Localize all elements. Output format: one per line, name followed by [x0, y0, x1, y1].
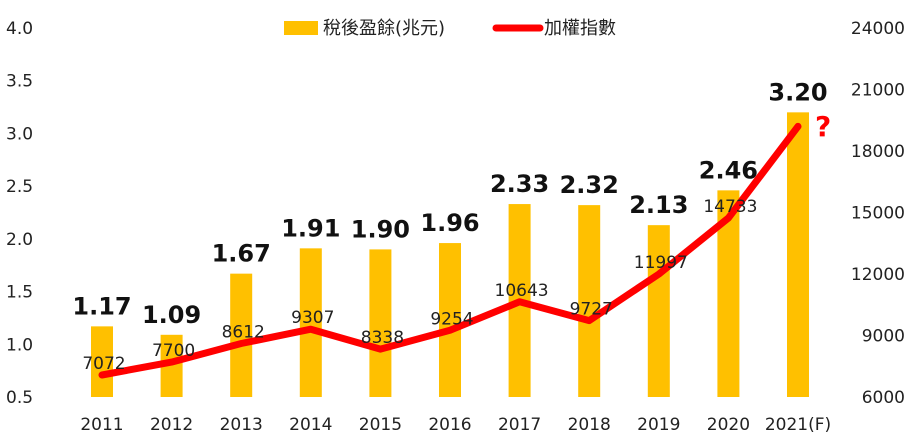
- line-value-labels: 7072 7700 8612 9307 8338 9254 10643 9727 11997 14…: [82, 197, 757, 374]
- index-value-label: 9727: [570, 300, 613, 320]
- index-point: [726, 215, 731, 220]
- bar-value-label: 2.32: [560, 171, 619, 199]
- x-tick-label: 2021(F): [765, 415, 831, 435]
- index-value-label: 8338: [361, 328, 404, 348]
- left-tick-label: 2.5: [6, 177, 33, 197]
- bar: [717, 190, 740, 397]
- bar-value-label: 2.13: [629, 191, 688, 219]
- bar: [299, 248, 322, 397]
- left-tick-label: 1.0: [6, 335, 33, 355]
- index-point: [100, 373, 104, 378]
- left-tick-label: 4.0: [6, 19, 33, 39]
- index-point: [448, 328, 452, 333]
- right-tick-label: 18000: [851, 142, 905, 162]
- bar-value-label: 1.67: [212, 240, 271, 268]
- bar-value-label: 3.20: [768, 78, 827, 106]
- bar-value-label: 2.33: [490, 170, 549, 198]
- index-point: [308, 327, 313, 332]
- bar: [369, 249, 392, 397]
- index-value-label: 14733: [703, 197, 757, 217]
- right-axis: 6000 9000 12000 15000 18000 21000 24000: [851, 19, 905, 408]
- x-tick-label: 2016: [428, 415, 471, 435]
- bar-value-label: 1.09: [142, 301, 201, 329]
- bar: [91, 326, 113, 397]
- line-series: [98, 122, 802, 379]
- bar: [160, 334, 183, 397]
- x-tick-label: 2017: [498, 415, 541, 435]
- index-value-label: 8612: [222, 322, 265, 342]
- left-tick-label: 3.5: [6, 72, 33, 92]
- legend-bar-swatch: [284, 21, 318, 35]
- index-value-label: 9254: [430, 309, 473, 329]
- bar-value-label: 2.46: [699, 156, 758, 184]
- index-value-label: 10643: [495, 281, 549, 301]
- right-tick-label: 12000: [851, 265, 905, 285]
- bar: [578, 205, 601, 397]
- bar: [439, 243, 461, 397]
- bar-value-label: 1.90: [351, 215, 410, 243]
- right-tick-label: 6000: [862, 388, 905, 408]
- x-tick-label: 2013: [220, 415, 263, 435]
- legend: 稅後盈餘(兆元) 加權指數: [284, 18, 616, 39]
- index-point: [587, 318, 592, 323]
- index-point: [239, 341, 244, 346]
- left-tick-label: 3.0: [6, 124, 33, 144]
- bar-value-label: 1.91: [281, 214, 340, 242]
- x-tick-label: 2019: [637, 415, 680, 435]
- bar-value-label: 1.17: [72, 292, 131, 320]
- x-tick-label: 2018: [568, 415, 611, 435]
- legend-bar-label: 稅後盈餘(兆元): [323, 18, 445, 39]
- right-tick-label: 15000: [851, 204, 905, 224]
- annotation-question-mark: ?: [815, 110, 831, 143]
- legend-line-label: 加權指數: [544, 18, 616, 39]
- bar: [787, 112, 809, 397]
- index-point: [517, 299, 522, 304]
- right-tick-label: 9000: [862, 327, 905, 347]
- index-value-label: 7700: [152, 341, 195, 361]
- bar: [647, 225, 670, 397]
- x-axis: 2011 2012 2013 2014 2015 2016 2017 2018 2019 2020…: [80, 415, 831, 435]
- bar-value-label: 1.96: [420, 209, 479, 237]
- index-value-label: 11997: [634, 253, 688, 273]
- x-tick-label: 2015: [359, 415, 402, 435]
- index-point: [656, 272, 661, 277]
- left-tick-label: 1.5: [6, 283, 33, 303]
- left-axis: 0.5 1.0 1.5 2.0 2.5 3.0 3.5 4.0: [6, 19, 33, 408]
- left-tick-label: 2.0: [6, 230, 33, 250]
- bar: [230, 273, 253, 397]
- right-tick-label: 24000: [851, 19, 905, 39]
- x-tick-label: 2014: [289, 415, 332, 435]
- x-tick-label: 2020: [707, 415, 750, 435]
- bar-value-labels: 1.17 1.09 1.67 1.91 1.90 1.96 2.33 2.32 2.13 2.46…: [72, 78, 827, 328]
- index-point: [169, 360, 174, 365]
- index-point: [378, 347, 383, 352]
- index-value-label: 9307: [291, 308, 334, 328]
- index-point: [796, 124, 800, 129]
- index-value-label: 7072: [82, 354, 125, 374]
- left-tick-label: 0.5: [6, 388, 33, 408]
- x-tick-label: 2012: [150, 415, 193, 435]
- right-tick-label: 21000: [851, 81, 905, 101]
- x-tick-label: 2011: [80, 415, 123, 435]
